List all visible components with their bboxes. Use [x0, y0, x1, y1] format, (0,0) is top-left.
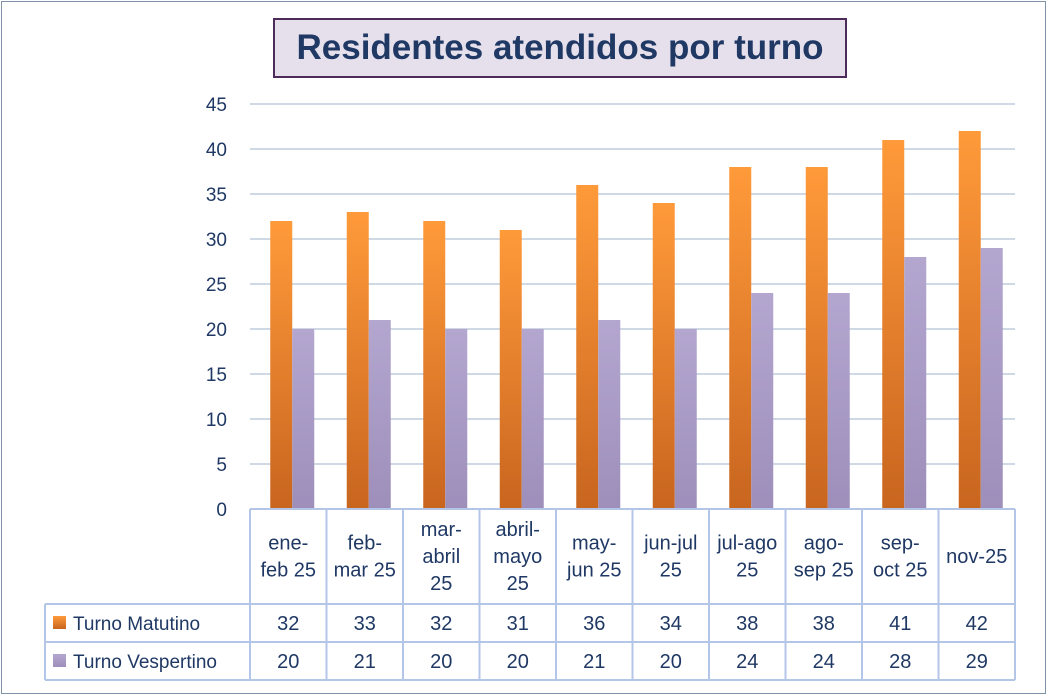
bar-matutino-4 — [576, 185, 599, 509]
bar-matutino-8 — [882, 140, 905, 509]
table-value: 38 — [813, 613, 835, 635]
x-category-label: nov-25 — [946, 546, 1007, 568]
bar-matutino-2 — [423, 221, 446, 509]
x-category-label: sep-oct 25 — [873, 533, 927, 582]
table-value: 20 — [430, 651, 452, 673]
bar-matutino-1 — [346, 212, 369, 509]
y-tick-label: 20 — [206, 320, 227, 341]
x-category-label: jun-jul 25 — [643, 533, 697, 582]
x-category-label: mar-abril 25 — [421, 519, 462, 595]
y-tick-label: 25 — [206, 275, 227, 296]
table-value: 20 — [660, 651, 682, 673]
bar-matutino-5 — [652, 203, 675, 509]
chart-title: Residentes atendidos por turno — [296, 28, 824, 67]
bar-matutino-3 — [499, 230, 522, 509]
table-value: 20 — [507, 651, 529, 673]
x-category-label: feb-mar 25 — [334, 533, 396, 582]
y-tick-label: 15 — [206, 365, 227, 386]
bars — [270, 131, 1003, 509]
x-category-label: ene-feb 25 — [260, 533, 316, 582]
y-tick-label: 45 — [206, 95, 227, 116]
table-value: 21 — [354, 651, 376, 673]
legend-key-matutino — [53, 616, 66, 629]
table-value: 21 — [583, 651, 605, 673]
x-category-label: may-jun 25 — [566, 533, 622, 582]
table-value: 20 — [277, 651, 299, 673]
y-tick-label: 10 — [206, 410, 227, 431]
x-category-label: abril-mayo 25 — [493, 519, 542, 595]
bar-vespertino-8 — [904, 257, 927, 509]
table-value: 32 — [277, 613, 299, 635]
chart-title-box: Residentes atendidos por turno — [273, 18, 847, 78]
y-tick-label: 5 — [216, 455, 227, 476]
table-value: 31 — [507, 613, 529, 635]
bar-vespertino-6 — [751, 293, 774, 509]
x-category-label: ago-sep 25 — [794, 533, 854, 582]
y-tick-label: 0 — [216, 500, 227, 521]
table-value: 24 — [813, 651, 835, 673]
bar-vespertino-1 — [368, 320, 391, 509]
y-tick-label: 40 — [206, 140, 227, 161]
table-value: 36 — [583, 613, 605, 635]
table-value: 33 — [354, 613, 376, 635]
bar-vespertino-7 — [827, 293, 850, 509]
table-value: 28 — [889, 651, 911, 673]
table-value: 38 — [736, 613, 758, 635]
legend-label: Turno Matutino — [73, 614, 200, 635]
bar-matutino-0 — [270, 221, 293, 509]
y-axis: 0 5 10 15 20 25 30 35 40 45 — [206, 95, 227, 521]
bar-vespertino-0 — [292, 329, 315, 509]
bar-matutino-6 — [729, 167, 752, 509]
legend-label: Turno Vespertino — [73, 652, 217, 673]
legend-key-vespertino — [53, 654, 66, 667]
x-category-label: jul-ago 25 — [716, 533, 777, 582]
table-value: 29 — [966, 651, 988, 673]
data-table: ene-feb 25 feb-mar 25 mar-abril 25 abril-may… — [44, 508, 1016, 681]
y-tick-label: 35 — [206, 185, 227, 206]
y-tick-label: 30 — [206, 230, 227, 251]
table-value: 34 — [660, 613, 682, 635]
bar-vespertino-9 — [980, 248, 1003, 509]
bar-matutino-9 — [958, 131, 981, 509]
bar-vespertino-3 — [521, 329, 544, 509]
bar-vespertino-5 — [674, 329, 697, 509]
table-value: 42 — [966, 613, 988, 635]
table-value: 41 — [889, 613, 911, 635]
table-value: 32 — [430, 613, 452, 635]
bar-vespertino-4 — [598, 320, 621, 509]
bar-matutino-7 — [805, 167, 828, 509]
bar-vespertino-2 — [445, 329, 468, 509]
table-value: 24 — [736, 651, 758, 673]
